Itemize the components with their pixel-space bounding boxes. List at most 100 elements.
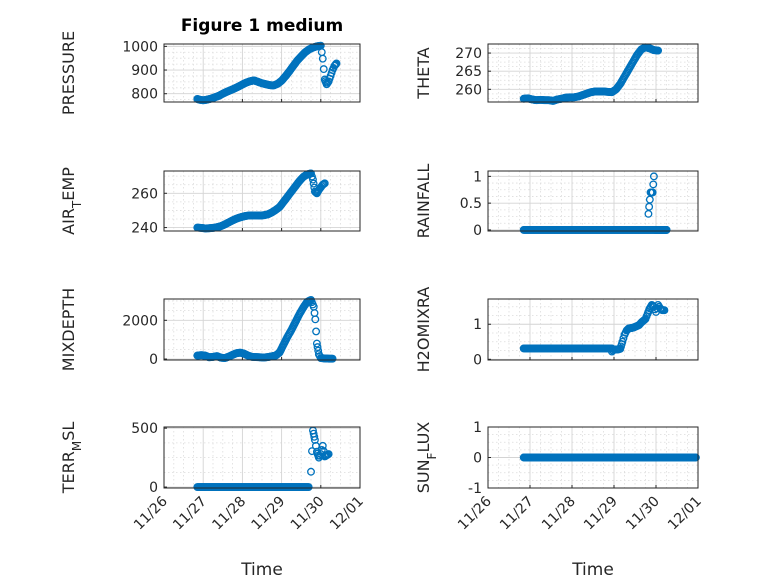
y-label-main: TERR: [59, 451, 78, 494]
y-label-subscript: T: [70, 200, 84, 209]
y-tick-label: 270: [455, 46, 482, 62]
subplot-6: 0 1 H2OMIXRA: [414, 287, 699, 373]
y-tick-label: 900: [131, 63, 158, 79]
axes-frame: [487, 298, 699, 361]
y-label-main: SUN: [414, 459, 433, 493]
y-tick-label: 1: [473, 317, 482, 333]
y-label-tail: LUX: [414, 422, 433, 453]
axes-frame: [487, 426, 699, 489]
data-point: [618, 337, 627, 346]
subplot-5: 0 2000 MIXDEPTH: [59, 288, 361, 371]
x-tick-label: 11/26: [131, 493, 171, 533]
x-tick-label: 11/29: [249, 494, 289, 534]
data-point: [311, 315, 320, 324]
x-tick-label: 11/30: [623, 494, 663, 534]
figure-title: Figure 1 medium: [181, 16, 343, 36]
y-tick-label: 240: [131, 221, 158, 237]
y-tick-label: 0: [149, 352, 158, 368]
x-tick-label: 11/27: [497, 494, 537, 534]
subplot-4: 0 0.5 1 RAINFALL: [414, 164, 699, 239]
x-tick-label: 11/30: [288, 494, 328, 534]
axes-frame: [163, 170, 361, 232]
axes-background: [488, 171, 698, 231]
subplot-1: 800 900 1000 PRESSURE Figure 1 medium: [59, 16, 361, 115]
y-label-tail: EMP: [59, 167, 78, 201]
data-point: [309, 179, 318, 188]
x-tick-label: 11/27: [170, 494, 210, 534]
y-label-subscript: F: [425, 452, 439, 459]
y-tick-label: 2000: [122, 313, 158, 329]
y-tick-label: 0: [473, 352, 482, 368]
data-point: [312, 339, 321, 348]
data-point: [660, 306, 669, 315]
data-point: [324, 450, 333, 459]
y-axis-label: TERRMSL: [59, 422, 84, 495]
x-axis-label: Time: [240, 560, 283, 580]
x-tick-label: 11/29: [581, 494, 621, 534]
x-axis-label: Time: [571, 560, 614, 580]
y-axis-label: PRESSURE: [59, 31, 78, 115]
data-point: [649, 172, 658, 181]
y-label-subscript: M: [70, 441, 84, 451]
axes-frame: [163, 426, 361, 489]
y-tick-label: 800: [131, 87, 158, 103]
y-tick-label: 260: [455, 82, 482, 98]
data-point: [654, 46, 663, 55]
data-point: [648, 188, 657, 197]
y-tick-label: 1: [473, 169, 482, 185]
y-tick-label: 1: [473, 420, 482, 436]
axes-frame: [163, 298, 361, 361]
data-point: [310, 432, 319, 441]
data-point: [649, 180, 658, 189]
y-tick-label: 0: [473, 223, 482, 239]
y-axis-label: RAINFALL: [414, 164, 433, 239]
data-point: [320, 179, 329, 188]
data-point: [312, 327, 321, 336]
y-axis-label: SUNFLUX: [414, 422, 439, 494]
y-tick-label: 0: [149, 480, 158, 496]
axes-frame: [487, 43, 699, 103]
data-point: [309, 175, 317, 184]
y-tick-label: -1: [468, 481, 482, 497]
subplot-3: 240 260 AIRTEMP: [59, 167, 361, 237]
data-point: [323, 78, 332, 87]
y-axis-label: THETA: [414, 47, 433, 99]
axes-frame: [163, 43, 361, 103]
y-tick-label: 1000: [122, 39, 158, 55]
y-tick-label: 500: [131, 421, 158, 437]
subplot-7: 0 500 TERRMSL 11/26 11/27 11/28 11/29 11/30 12/0…: [59, 421, 367, 580]
y-label-main: THETA: [414, 47, 433, 99]
y-label-main: MIXDEPTH: [59, 288, 78, 371]
y-label-main: AIR: [59, 208, 78, 235]
x-tick-label: 12/01: [327, 494, 367, 534]
y-label-main: PRESSURE: [59, 31, 78, 115]
axes-background: [164, 299, 360, 360]
data-point: [318, 441, 327, 450]
y-tick-label: 0.5: [460, 196, 482, 212]
data-point: [313, 343, 322, 352]
data-point: [691, 453, 700, 462]
subplot-2: 260 265 270 THETA: [414, 43, 699, 105]
axes-frame: [487, 170, 699, 232]
y-tick-label: 260: [131, 186, 158, 202]
data-point: [319, 65, 328, 74]
y-label-main: RAINFALL: [414, 164, 433, 239]
y-label-tail: SL: [59, 422, 78, 441]
subplot-8: -1 0 1 SUNFLUX 11/26 11/27 11/28 11/29 11/30 12/0…: [414, 420, 705, 580]
data-point: [304, 483, 313, 492]
data-point: [314, 346, 323, 355]
y-label-main: H2OMIXRA: [414, 287, 433, 373]
y-axis-label: AIRTEMP: [59, 167, 84, 235]
x-tick-label: 11/28: [209, 494, 249, 534]
y-tick-label: 0: [473, 451, 482, 467]
data-point: [662, 225, 671, 234]
y-axis-label: H2OMIXRA: [414, 287, 433, 373]
y-tick-label: 265: [455, 64, 482, 80]
data-point: [332, 59, 341, 68]
x-tick-label: 11/28: [539, 494, 579, 534]
x-tick-label: 11/26: [455, 493, 495, 533]
y-axis-label: MIXDEPTH: [59, 288, 78, 371]
data-point: [328, 354, 337, 363]
x-tick-label: 12/01: [665, 494, 705, 534]
